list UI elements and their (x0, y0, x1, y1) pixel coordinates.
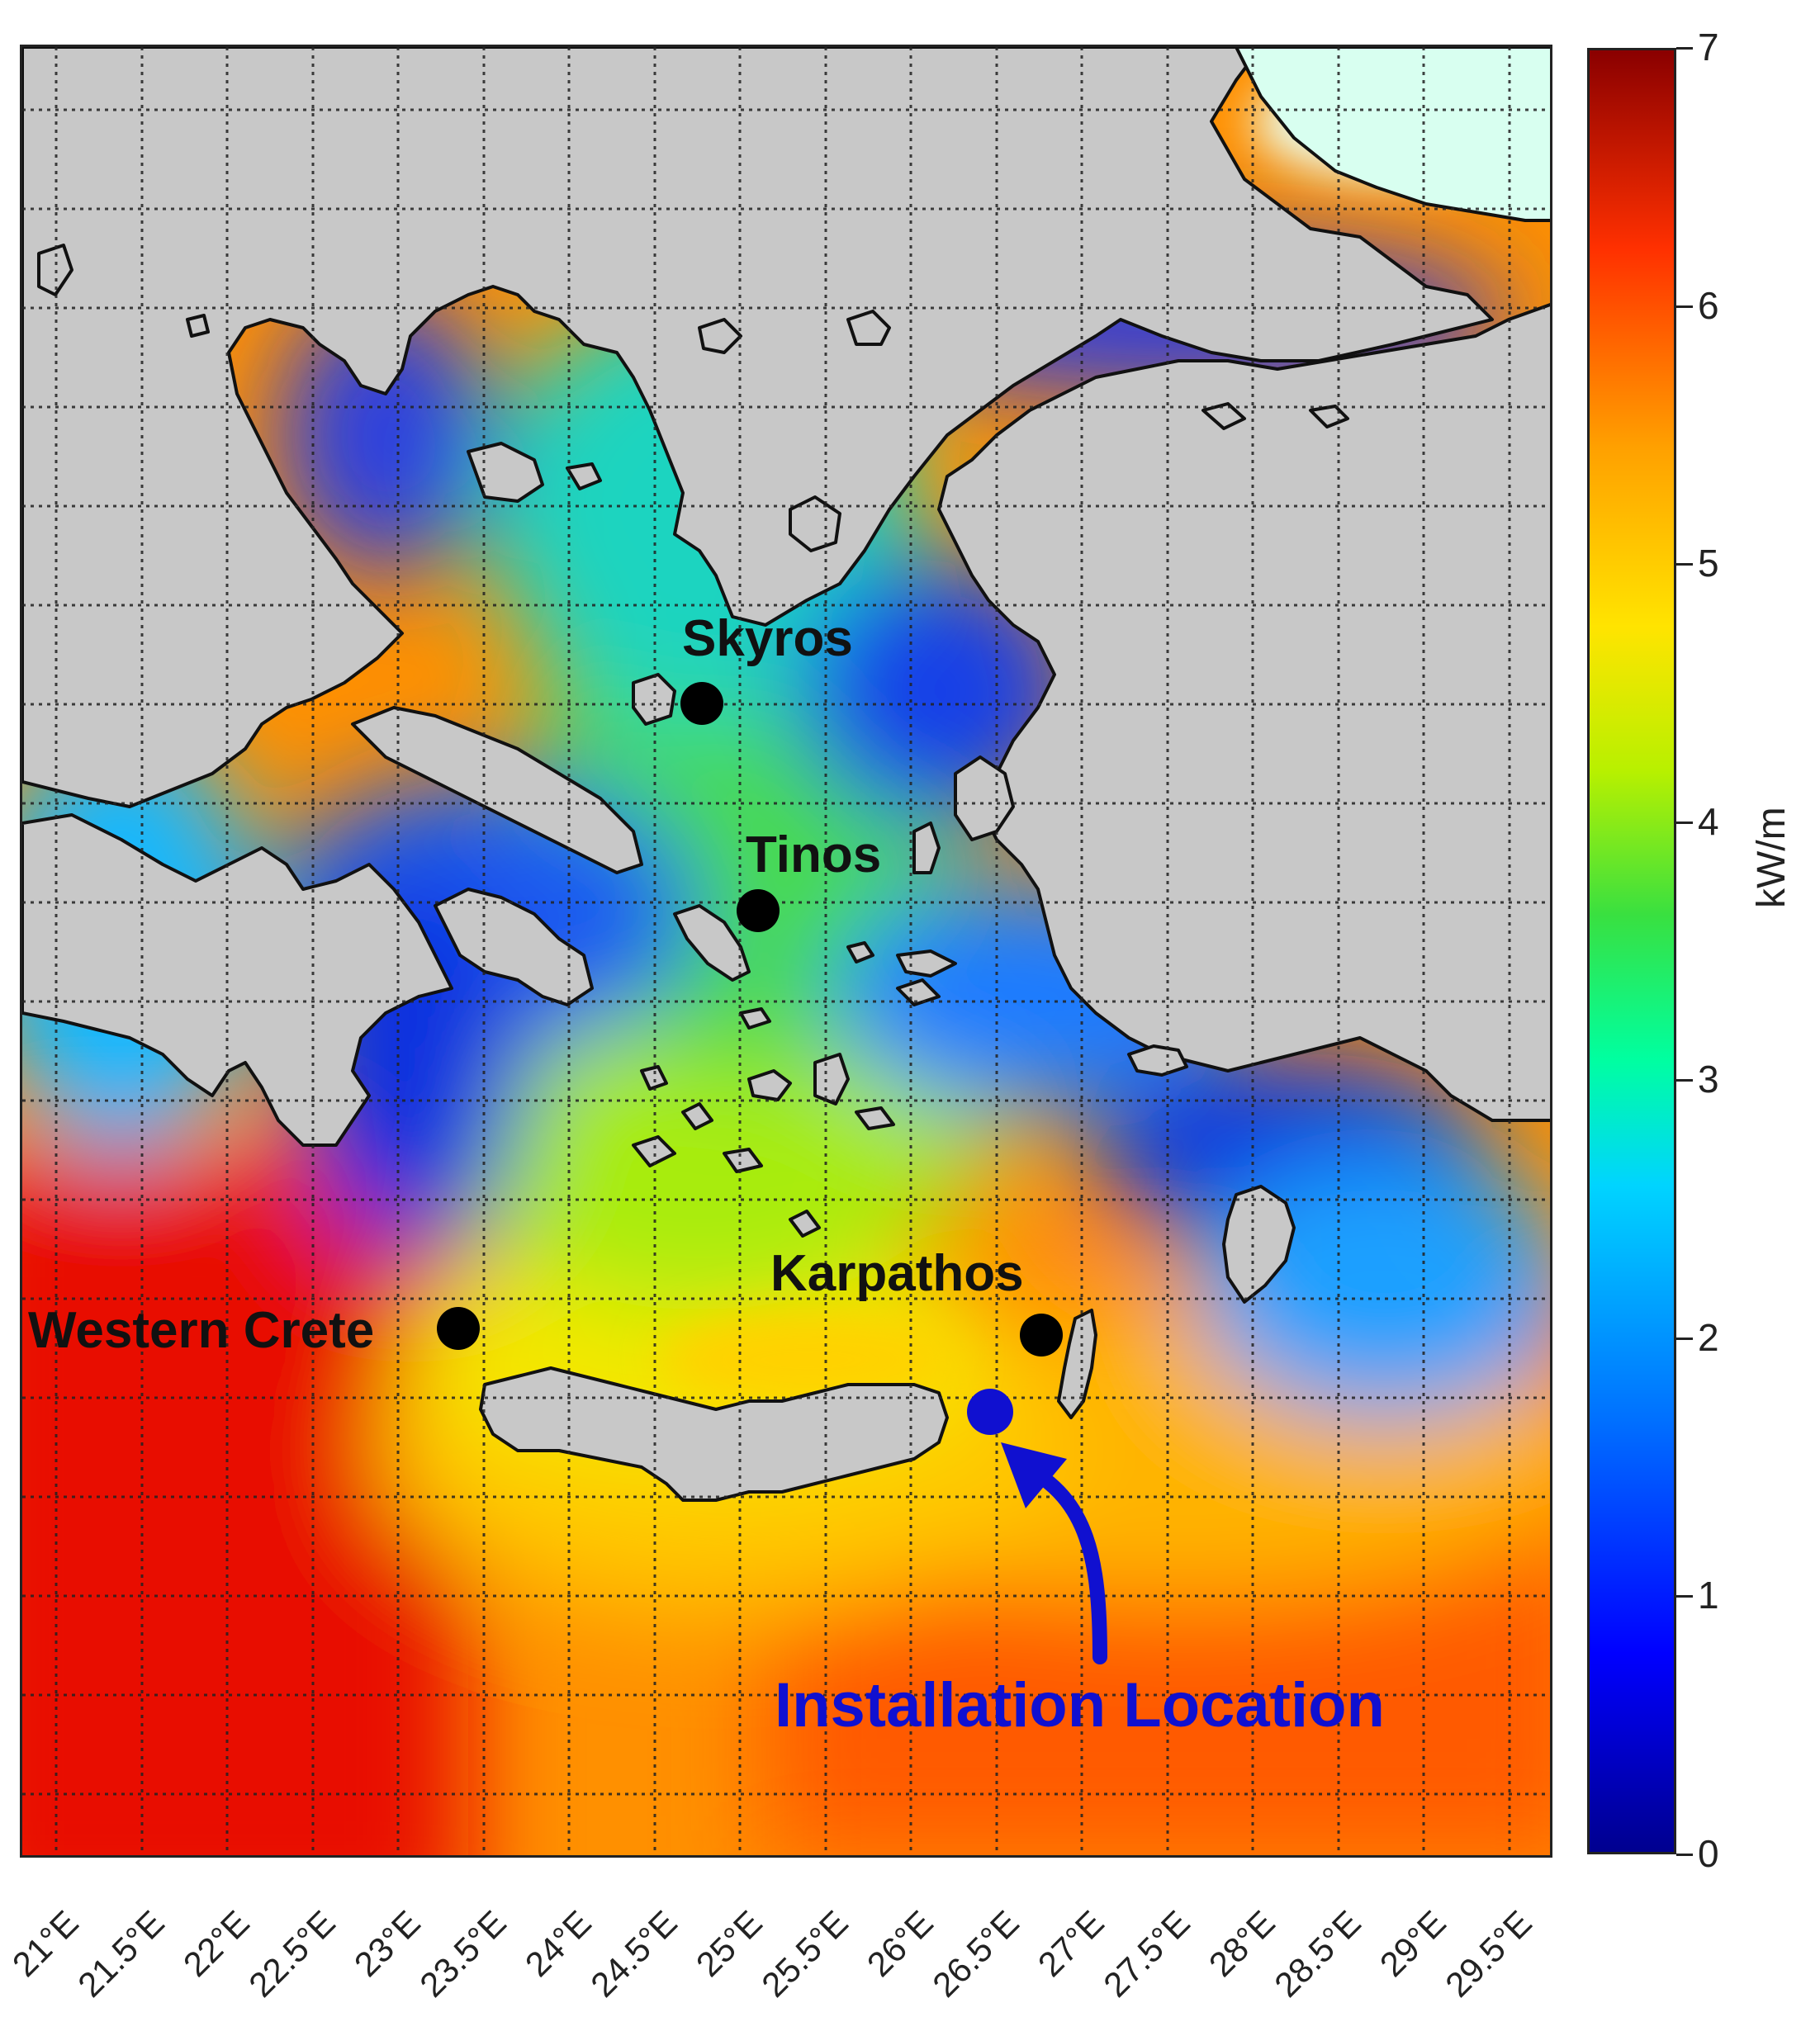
western-crete-marker[interactable] (437, 1307, 480, 1350)
longitude-tick-label: 28.5°E (1267, 1903, 1368, 2005)
colorbar (1587, 48, 1676, 1854)
map-canvas (22, 47, 1550, 1855)
colorbar-tick-label: 1 (1698, 1574, 1719, 1617)
colorbar-tick (1676, 1595, 1693, 1598)
colorbar-tick (1676, 1079, 1693, 1082)
karpathos-marker[interactable] (1020, 1314, 1063, 1357)
installation-label: Installation Location (775, 1670, 1385, 1740)
installation-arrow (1001, 1442, 1107, 1664)
colorbar-tick (1676, 47, 1693, 50)
colorbar-tick (1676, 305, 1693, 308)
map-frame (20, 45, 1552, 1858)
colorbar-tick-label: 2 (1698, 1315, 1719, 1359)
skyros-marker[interactable] (680, 682, 723, 725)
longitude-tick-label: 24.5°E (583, 1903, 685, 2005)
colorbar-tick-label: 4 (1698, 799, 1719, 843)
installation-marker[interactable] (967, 1389, 1013, 1435)
colorbar-tick (1676, 821, 1693, 824)
karpathos-label: Karpathos (770, 1245, 1024, 1302)
colorbar-tick-label: 3 (1698, 1058, 1719, 1101)
colorbar-tick (1676, 1854, 1693, 1856)
colorbar-tick-label: 7 (1698, 26, 1719, 69)
longitude-tick-label: 22.5°E (241, 1903, 343, 2005)
graticule (22, 47, 1550, 1855)
longitude-tick-label: 26.5°E (925, 1903, 1026, 2005)
longitude-tick-label: 21.5°E (70, 1903, 172, 2005)
longitude-tick-label: 23.5°E (412, 1903, 514, 2005)
western-crete-label: Western Crete (28, 1302, 375, 1359)
longitude-tick-label: 29.5°E (1438, 1903, 1539, 2005)
colorbar-unit-label: kW/m (1750, 807, 1794, 908)
colorbar-tick (1676, 563, 1693, 566)
longitude-tick-label: 27.5°E (1096, 1903, 1197, 2005)
colorbar-tick-label: 0 (1698, 1832, 1719, 1875)
colorbar-tick (1676, 1337, 1693, 1340)
skyros-label: Skyros (682, 610, 853, 667)
colorbar-tick-label: 5 (1698, 542, 1719, 585)
land (22, 47, 1550, 1502)
longitude-tick-label: 25.5°E (754, 1903, 855, 2005)
tinos-label: Tinos (746, 826, 882, 883)
colorbar-tick-label: 6 (1698, 283, 1719, 327)
tinos-marker[interactable] (737, 889, 780, 932)
